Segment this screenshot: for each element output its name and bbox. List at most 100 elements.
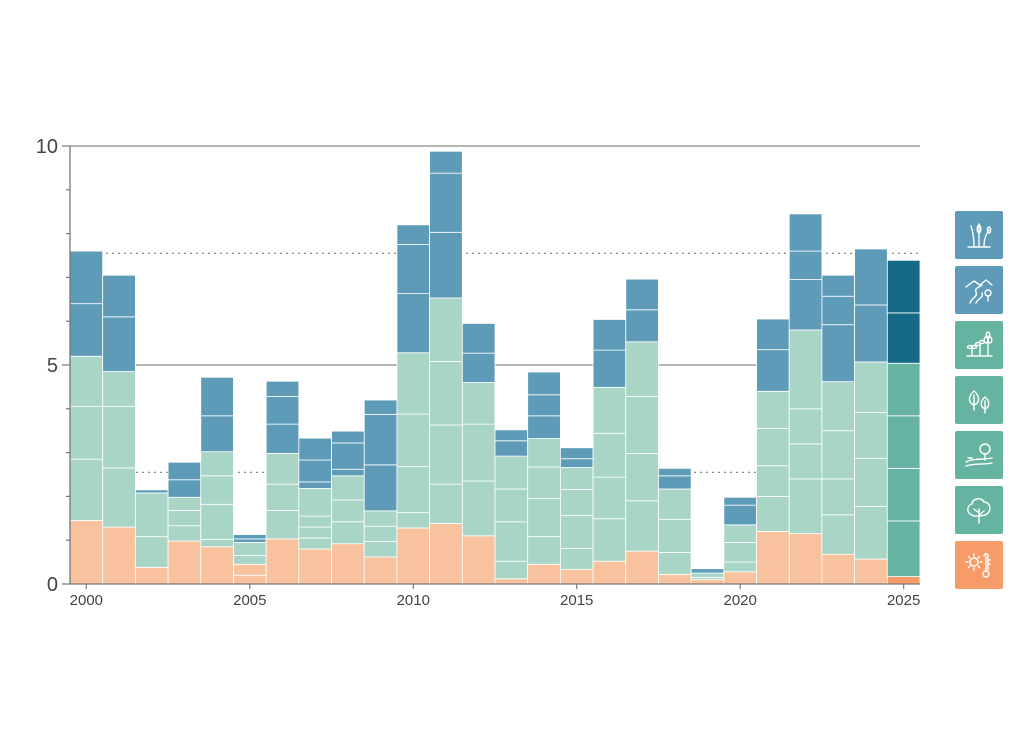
bar-segment (363, 414, 398, 466)
bar-segment (461, 382, 496, 425)
bar-segment (265, 380, 300, 397)
bar-segment (69, 355, 104, 408)
bar-segment (788, 443, 823, 480)
bar-segment (625, 500, 659, 552)
bar-segment (821, 430, 856, 480)
x-tick-label: 2005 (233, 592, 266, 609)
bar-segment (265, 538, 300, 585)
bar-segment (363, 525, 398, 542)
bar-segment (233, 563, 267, 576)
bar-segment (102, 371, 136, 408)
bar-segment (788, 250, 823, 280)
legend-item-wetland (955, 211, 1003, 259)
bar-segment (886, 362, 921, 417)
bar-segment (429, 231, 463, 299)
bar-segment (298, 481, 332, 489)
bar-segment (527, 563, 561, 585)
bar-segment (167, 479, 202, 498)
bar-segment (756, 349, 790, 392)
bar-segment (298, 537, 332, 550)
bar-segment (592, 432, 627, 478)
bar-segment (363, 556, 398, 585)
bar-segment (788, 478, 823, 535)
bar-segment (429, 523, 463, 585)
bar-segment (886, 467, 921, 522)
bar-segment (625, 396, 659, 454)
bar-segment (527, 438, 561, 468)
bar-segment (527, 498, 561, 538)
bar-segment (592, 518, 627, 562)
bar-segment (102, 526, 136, 585)
bar-segment (134, 566, 169, 585)
bar-segment (886, 312, 921, 364)
y-tick-label: 0 (47, 574, 58, 596)
bar-segment (592, 319, 627, 351)
bar-segment (625, 278, 659, 311)
legend-item-temperature (955, 541, 1003, 589)
bar-segment (886, 520, 921, 577)
bar-segment (494, 440, 529, 457)
bar-segment (461, 322, 496, 354)
bar-segment (690, 568, 725, 574)
bar-segment (396, 293, 431, 354)
bar-segment (592, 386, 627, 434)
bar-segment (363, 510, 398, 527)
tree-field-icon (965, 443, 993, 467)
bar-segment (723, 524, 757, 543)
bar-segment (429, 361, 463, 426)
bar-segment (233, 541, 267, 556)
bar-segment (527, 466, 561, 499)
bar-segment (723, 561, 757, 573)
bar-segment (756, 318, 790, 351)
bar-segment (363, 399, 398, 415)
bar-segment (298, 459, 332, 483)
river-hills-icon (965, 279, 993, 304)
bar-segment (592, 560, 627, 585)
bar-segment (331, 430, 365, 444)
bar-segment (723, 541, 757, 563)
bar-segment (625, 341, 659, 397)
bar-segment (298, 526, 332, 539)
bar-segment (363, 541, 398, 558)
bar-segment (396, 352, 431, 415)
bar-segment (331, 499, 365, 523)
legend-item-river (955, 266, 1003, 314)
bar-segment (821, 381, 856, 432)
bar-segment (658, 467, 692, 477)
bar-segment (265, 483, 300, 511)
bar-segment (233, 574, 267, 585)
legend (955, 211, 1005, 596)
bar-segment (756, 495, 790, 532)
bar-segment (625, 309, 659, 343)
bar-segment (363, 464, 398, 512)
bar-segment (527, 536, 561, 565)
y-tick-label: 5 (47, 355, 58, 377)
bar-segment (461, 535, 496, 585)
bar-segment (854, 506, 888, 560)
bar-segment (69, 458, 104, 521)
bar-segment (527, 394, 561, 417)
bar-segment (625, 453, 659, 502)
bar-segment (298, 488, 332, 517)
bar-segment (527, 415, 561, 439)
bar-segment (298, 515, 332, 528)
leaves-icon (968, 390, 990, 414)
bar-segment (69, 406, 104, 460)
bar-segment (331, 442, 365, 470)
bar-segment (723, 496, 757, 506)
wetland-reeds-icon (967, 223, 992, 248)
bar-segment (821, 553, 856, 585)
bar-segment (756, 428, 790, 467)
bar-segment (167, 461, 202, 481)
bar-segment (494, 560, 529, 580)
bar-segment (854, 558, 888, 585)
bar-segment (429, 297, 463, 362)
bar-segment (821, 478, 856, 516)
bar-segment (658, 488, 692, 521)
bar-segment (331, 543, 365, 585)
bar-segment (821, 274, 856, 297)
seedlings-icon (966, 331, 993, 357)
bar-segment (396, 224, 431, 245)
bar-segment (461, 423, 496, 482)
bar-segment (102, 406, 136, 469)
